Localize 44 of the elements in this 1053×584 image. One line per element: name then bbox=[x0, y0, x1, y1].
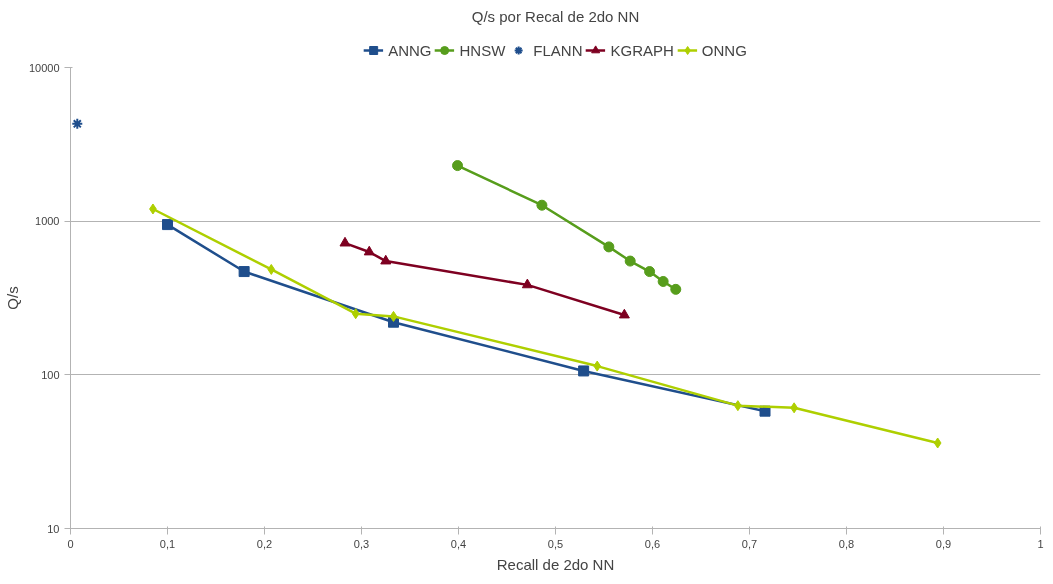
x-tick-label: 0,3 bbox=[353, 537, 370, 550]
x-tick-label: 0,4 bbox=[450, 537, 467, 550]
legend-label: ONNG bbox=[701, 41, 747, 59]
point bbox=[238, 266, 250, 278]
x-tick-label: 0,9 bbox=[935, 537, 952, 550]
point bbox=[933, 437, 942, 449]
y-tick-label: 1000 bbox=[35, 215, 60, 228]
legend-label: FLANN bbox=[533, 41, 583, 59]
point bbox=[452, 160, 464, 172]
x-tick-label: 0,2 bbox=[256, 537, 273, 550]
point bbox=[578, 365, 590, 377]
point bbox=[624, 255, 636, 267]
point bbox=[351, 308, 360, 320]
point bbox=[71, 117, 84, 130]
x-tick-label: 0,1 bbox=[159, 537, 176, 550]
chart-title: Q/s por Recal de 2do NN bbox=[471, 7, 640, 25]
point bbox=[603, 241, 615, 253]
point bbox=[536, 199, 548, 211]
point bbox=[162, 219, 173, 231]
x-tick-label: 0,8 bbox=[838, 537, 855, 550]
y-tick-label: 10 bbox=[47, 522, 60, 535]
point bbox=[593, 360, 602, 372]
y-tick-label: 10000 bbox=[28, 61, 60, 74]
point bbox=[670, 283, 682, 295]
x-axis-title: Recall de 2do NN bbox=[496, 555, 615, 573]
x-tick-label: 1 bbox=[1037, 537, 1044, 550]
legend-label: ANNG bbox=[388, 41, 432, 59]
point bbox=[267, 263, 276, 275]
point bbox=[521, 278, 533, 289]
point bbox=[618, 308, 630, 319]
x-tick-label: 0 bbox=[67, 537, 74, 550]
y-axis-title: Q/s bbox=[3, 286, 21, 310]
y-tick-label: 100 bbox=[41, 368, 60, 381]
legend-label: HNSW bbox=[459, 41, 506, 59]
point bbox=[389, 310, 398, 322]
x-tick-label: 0,7 bbox=[741, 537, 758, 550]
x-tick-label: 0,6 bbox=[644, 537, 661, 550]
point bbox=[380, 254, 392, 265]
legend-label: KGRAPH bbox=[610, 41, 674, 59]
point bbox=[363, 245, 375, 256]
point bbox=[657, 276, 669, 287]
point bbox=[644, 266, 656, 278]
point bbox=[339, 236, 351, 247]
x-tick-label: 0,5 bbox=[547, 537, 564, 550]
